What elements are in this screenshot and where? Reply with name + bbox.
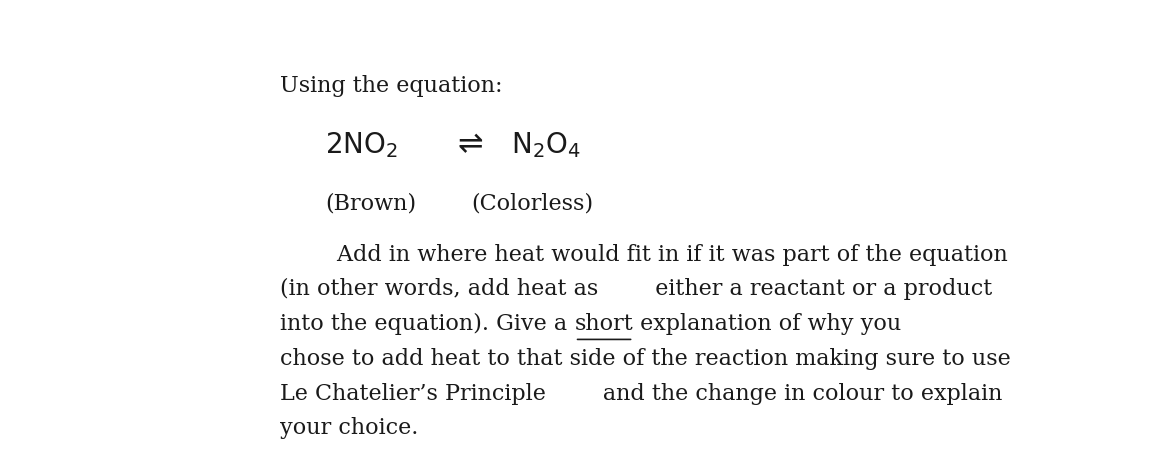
- Text: $\rightleftharpoons$: $\rightleftharpoons$: [452, 130, 484, 159]
- Text: your choice.: your choice.: [281, 417, 419, 439]
- Text: into the equation). Give a: into the equation). Give a: [281, 313, 574, 335]
- Text: Using the equation:: Using the equation:: [281, 76, 503, 97]
- Text: Le Chatelier’s Principle        and the change in colour to explain: Le Chatelier’s Principle and the change …: [281, 382, 1003, 405]
- Text: chose to add heat to that side of the reaction making sure to use: chose to add heat to that side of the re…: [281, 348, 1011, 370]
- Text: (Colorless): (Colorless): [470, 192, 593, 214]
- Text: (Brown): (Brown): [325, 192, 417, 214]
- Text: short: short: [574, 313, 633, 335]
- Text: explanation of why you: explanation of why you: [633, 313, 902, 335]
- Text: (in other words, add heat as        either a reactant or a product: (in other words, add heat as either a re…: [281, 278, 992, 300]
- Text: Add in where heat would fit in if it was part of the equation: Add in where heat would fit in if it was…: [281, 244, 1009, 266]
- Text: $\mathregular{N_2O_4}$: $\mathregular{N_2O_4}$: [511, 130, 580, 160]
- Text: $\mathregular{2NO_2}$: $\mathregular{2NO_2}$: [325, 130, 398, 160]
